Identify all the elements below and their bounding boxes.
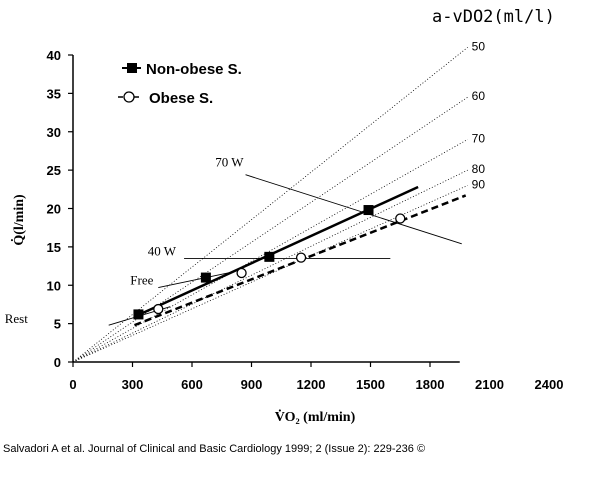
data-point-non-obese: [133, 309, 144, 320]
x-tick-label: 1500: [356, 377, 385, 392]
x-tick-label: 600: [181, 377, 203, 392]
isopleth-label-70: 70: [472, 131, 486, 145]
isopleth-label-90: 90: [472, 177, 486, 191]
axis-ticks: 0 300 600 900 1200 1500 1800 2100 2400 0 5 10 15 20 25…: [47, 48, 564, 392]
annotation-line-0: [245, 174, 462, 245]
y-tick-label: 20: [47, 202, 61, 217]
x-tick-label: 2100: [475, 377, 504, 392]
y-tick-label: 15: [47, 240, 61, 255]
legend: Non-obese S. Obese S.: [118, 61, 242, 107]
annotation-line-2: [158, 271, 232, 288]
y-tick-label: 10: [47, 278, 61, 293]
y-tick-label: 0: [54, 355, 61, 370]
y-axis-title: Q̇(l/min): [10, 194, 27, 246]
x-tick-label: 1200: [297, 377, 326, 392]
isopleth-label-50: 50: [472, 39, 486, 53]
y-tick-label: 30: [47, 125, 61, 140]
isopleth-label-60: 60: [472, 89, 486, 103]
data-point-obese: [153, 303, 164, 315]
data-point-obese: [295, 252, 307, 263]
y-tick-label: 25: [47, 163, 61, 178]
legend-label-non-obese: Non-obese S.: [146, 61, 242, 78]
data-point-non-obese: [264, 251, 275, 262]
data-point-non-obese: [363, 205, 374, 216]
x-tick-label: 300: [122, 377, 144, 392]
y-tick-label: 40: [47, 48, 61, 63]
x-tick-label: 1800: [416, 377, 445, 392]
legend-marker-non-obese: [127, 63, 137, 73]
x-tick-label: 900: [241, 377, 263, 392]
data-point-obese: [236, 267, 247, 279]
y-tick-label: 35: [47, 86, 61, 101]
annotation-label-1: 40 W: [148, 243, 177, 258]
legend-marker-obese: [123, 91, 135, 103]
data-point-obese: [395, 213, 406, 224]
annotation-label-0: 70 W: [215, 155, 244, 170]
data-point-non-obese: [200, 272, 211, 283]
isopleth-line-70: [72, 139, 468, 363]
isopleth-title: a-vDO2(ml/l): [432, 7, 555, 27]
series: [133, 185, 467, 327]
isopleth-line-80: [72, 169, 468, 363]
isopleth-line-60: [72, 96, 468, 363]
x-tick-label: 2400: [535, 377, 564, 392]
x-tick-label: 0: [69, 377, 76, 392]
isopleth-label-80: 80: [472, 162, 486, 176]
y-tick-label: 5: [54, 317, 61, 332]
figure-caption: Salvadori A et al. Journal of Clinical a…: [3, 443, 426, 455]
legend-label-obese: Obese S.: [149, 90, 213, 107]
series-line-0: [133, 185, 419, 318]
annotation-label-3: Rest: [5, 311, 29, 326]
x-axis-title: V̇O₂ (ml/min): [275, 408, 356, 425]
annotation-labels: 70 W 40 W Free Rest: [5, 155, 245, 326]
annotation-label-2: Free: [130, 273, 153, 288]
